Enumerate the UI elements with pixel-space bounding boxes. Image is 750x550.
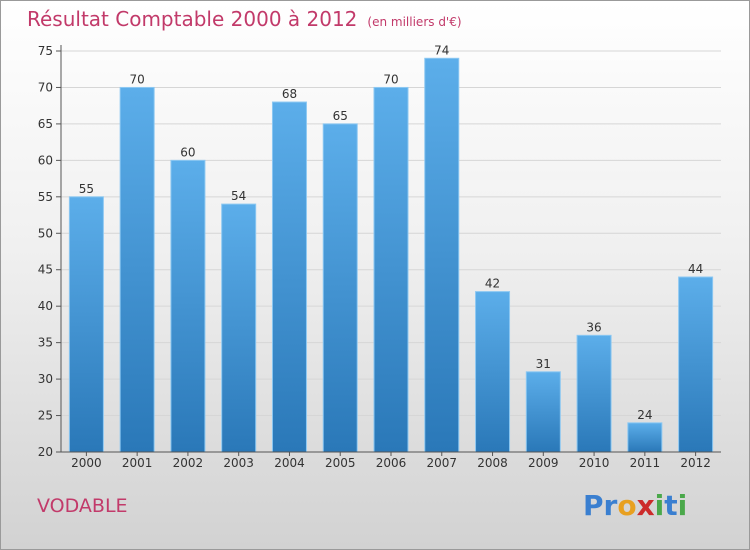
bar — [170, 159, 206, 453]
x-tick-label: 2011 — [630, 456, 661, 470]
bar — [424, 57, 460, 453]
bar-value-label: 42 — [485, 277, 500, 291]
bar-value-label: 68 — [282, 87, 297, 101]
y-tick-label: 55 — [38, 190, 53, 204]
y-tick-label: 25 — [38, 409, 53, 423]
bar — [119, 86, 155, 453]
bar-value-label: 31 — [536, 357, 551, 371]
y-tick-label: 35 — [38, 336, 53, 350]
bar — [576, 334, 612, 453]
chart-title-text: Résultat Comptable 2000 à 2012 — [27, 7, 358, 31]
y-tick-label: 50 — [38, 226, 53, 240]
bar — [475, 291, 511, 453]
x-tick-label: 2005 — [325, 456, 356, 470]
bar-value-label: 65 — [333, 109, 348, 123]
bar-value-label: 24 — [637, 408, 652, 422]
bar-value-label: 36 — [586, 320, 601, 334]
x-tick-label: 2001 — [122, 456, 153, 470]
commune-name: VODABLE — [37, 495, 128, 517]
x-tick-label: 2006 — [376, 456, 407, 470]
logo-letter: o — [617, 489, 637, 522]
x-tick-label: 2008 — [477, 456, 508, 470]
y-tick-label: 45 — [38, 263, 53, 277]
y-tick-label: 75 — [38, 44, 53, 58]
bar — [373, 86, 409, 453]
chart-unit-label: (en milliers d'€) — [367, 15, 462, 29]
bar — [221, 203, 257, 453]
logo-letter: t — [664, 489, 678, 522]
logo-letter: r — [603, 489, 618, 522]
logo-letter: i — [654, 489, 665, 522]
x-tick-label: 2010 — [579, 456, 610, 470]
x-tick-label: 2012 — [680, 456, 711, 470]
bar-value-label: 74 — [434, 43, 449, 57]
bar-value-label: 44 — [688, 262, 703, 276]
x-tick-label: 2002 — [173, 456, 204, 470]
bar — [678, 276, 714, 453]
proxiti-logo[interactable]: Proxiti — [583, 489, 687, 522]
logo-letter: i — [677, 489, 688, 522]
bar-value-label: 70 — [130, 72, 145, 86]
y-tick-label: 70 — [38, 80, 53, 94]
logo-letter: P — [583, 489, 604, 522]
y-tick-label: 20 — [38, 445, 53, 459]
y-tick-label: 65 — [38, 117, 53, 131]
y-tick-label: 30 — [38, 372, 53, 386]
bar-value-label: 55 — [79, 182, 94, 196]
x-tick-label: 2004 — [274, 456, 305, 470]
chart-title: Résultat Comptable 2000 à 2012 (en millie… — [27, 7, 462, 31]
y-tick-label: 60 — [38, 153, 53, 167]
bar-value-label: 54 — [231, 189, 246, 203]
bar — [68, 196, 104, 453]
bar — [525, 371, 561, 453]
bar — [271, 101, 307, 453]
bar-value-label: 70 — [383, 72, 398, 86]
bar-value-label: 60 — [180, 145, 195, 159]
x-tick-label: 2007 — [426, 456, 457, 470]
y-tick-label: 40 — [38, 299, 53, 313]
logo-letter: x — [636, 489, 655, 522]
x-tick-label: 2000 — [71, 456, 102, 470]
bar — [322, 123, 358, 453]
x-tick-label: 2003 — [223, 456, 254, 470]
x-tick-label: 2009 — [528, 456, 559, 470]
bar — [627, 422, 663, 453]
